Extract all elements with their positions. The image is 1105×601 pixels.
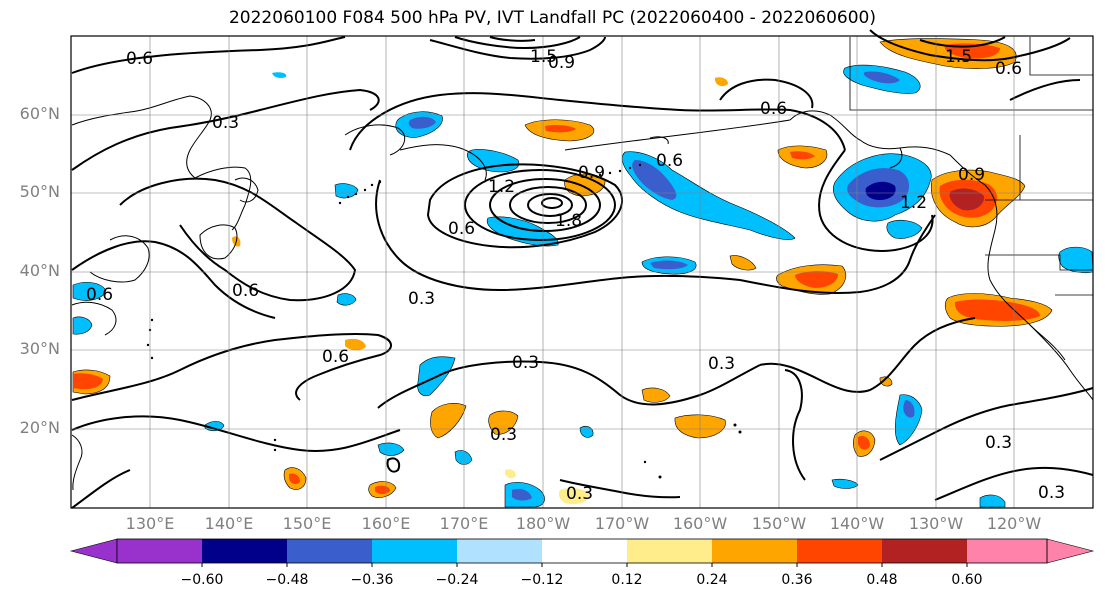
colorbar-tick-label: 0.36 <box>781 572 813 588</box>
colorbar-cell <box>457 539 542 563</box>
lon-label: 160°W <box>672 514 728 533</box>
contour-label: 0.3 <box>408 289 435 309</box>
lon-label: 150°E <box>282 514 332 533</box>
contour-label: 0.3 <box>985 433 1012 453</box>
colorbar-cell <box>967 539 1047 563</box>
lat-label: 30°N <box>19 339 60 358</box>
contour-label: 0.9 <box>958 165 985 185</box>
colorbar-cell <box>202 539 287 563</box>
coastlines <box>71 95 1094 491</box>
colorbar-tick-label: 0.24 <box>696 572 728 588</box>
contour-label: 0.9 <box>578 163 605 183</box>
pv-anomaly-shading <box>72 38 1094 508</box>
lon-label: 170°E <box>439 514 489 533</box>
contour-label: 0.6 <box>760 99 787 119</box>
contour-label: 0.6 <box>232 281 259 301</box>
colorbar-cell <box>372 539 457 563</box>
colorbar-tick-label: −0.12 <box>520 572 564 588</box>
contour-label: 0.6 <box>126 49 153 69</box>
contour-label: 0.3 <box>566 484 593 504</box>
contour-label: 0.3 <box>708 354 735 374</box>
positive-anomalies <box>72 38 1053 505</box>
colorbar-cell <box>797 539 882 563</box>
colorbar-cell <box>117 539 202 563</box>
map-title: 2022060100 F084 500 hPa PV, IVT Landfall… <box>228 8 876 28</box>
contour-label: 0.6 <box>322 347 349 367</box>
lon-label: 130°E <box>125 514 175 533</box>
contour-label: 0.9 <box>548 53 575 73</box>
islands <box>146 163 742 479</box>
lon-label: 170°W <box>594 514 650 533</box>
colorbar-tick-label: 0.48 <box>866 572 898 588</box>
lon-label: 140°E <box>204 514 254 533</box>
colorbar-cell <box>882 539 967 563</box>
colorbar-cell <box>627 539 712 563</box>
pv-contours <box>71 29 1094 509</box>
colorbar-tick-label: −0.48 <box>265 572 309 588</box>
lat-label: 50°N <box>19 182 60 201</box>
contour-labels: 0.6 0.3 0.6 0.6 1.2 1.5 1.8 0.9 0.3 0.6 … <box>86 47 1065 504</box>
lat-label: 40°N <box>19 261 60 280</box>
political-borders <box>849 37 1093 296</box>
lon-label: 150°W <box>751 514 807 533</box>
contour-label: 0.6 <box>995 59 1022 79</box>
lon-label: 160°E <box>361 514 411 533</box>
lat-label: 60°N <box>19 104 60 123</box>
colorbar-cell <box>287 539 372 563</box>
contour-label: 0.6 <box>448 219 475 239</box>
colorbar-tick-label: 0.12 <box>611 572 643 588</box>
colorbar-cell <box>69 538 118 564</box>
lon-label: 180°W <box>515 514 571 533</box>
lat-label: 20°N <box>19 418 60 437</box>
contour-label: 0.3 <box>512 353 539 373</box>
negative-anomalies <box>72 64 1094 508</box>
contour-label: 1.5 <box>530 47 557 67</box>
lon-label: 120°W <box>986 514 1042 533</box>
contour-label: 0.3 <box>490 425 517 445</box>
colorbar-cell <box>1046 538 1095 564</box>
gridlines <box>71 36 1093 508</box>
map-frame <box>70 35 1094 509</box>
contour-label: 0.3 <box>212 113 239 133</box>
colorbar-tick-label: −0.60 <box>180 572 224 588</box>
contour-label: 0.6 <box>656 151 683 171</box>
contour-label: 1.2 <box>900 193 927 213</box>
contour-label: 1.2 <box>488 177 515 197</box>
contour-label: 0.6 <box>86 285 113 305</box>
contour-label: 0.3 <box>1038 483 1065 503</box>
colorbar-tick-label: −0.36 <box>350 572 394 588</box>
lon-label: 140°W <box>829 514 885 533</box>
colorbar-tick-label: −0.24 <box>435 572 479 588</box>
colorbar-cell <box>542 539 627 563</box>
contour-label: 1.5 <box>945 47 972 67</box>
colorbar-cell <box>712 539 797 563</box>
lon-label: 130°W <box>908 514 964 533</box>
colorbar-tick-label: 0.60 <box>951 572 983 588</box>
contour-label: 1.8 <box>555 211 582 231</box>
colorbar <box>69 538 1095 567</box>
